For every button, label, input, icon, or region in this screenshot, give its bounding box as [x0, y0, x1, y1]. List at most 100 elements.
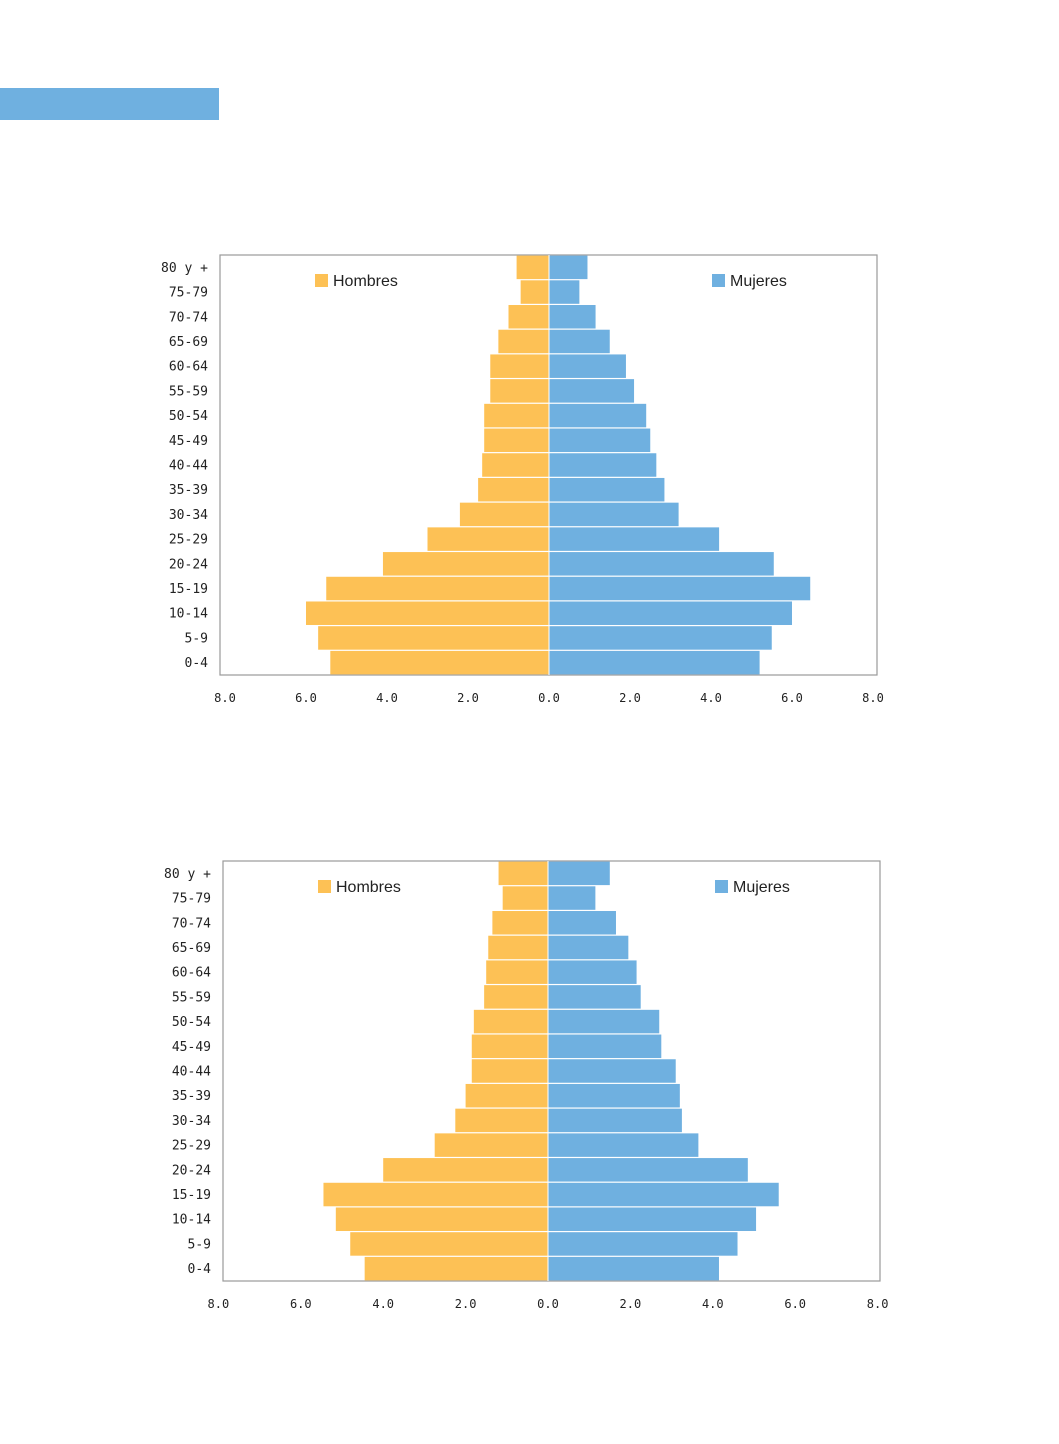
bar-mujeres-15-19: [548, 1182, 779, 1207]
age-group-label: 60-64: [172, 966, 211, 981]
bar-hombres-40-44: [482, 453, 549, 477]
bar-mujeres-20-24: [549, 552, 774, 576]
x-tick-label: 0.0: [538, 691, 560, 705]
bar-hombres-45-49: [484, 428, 549, 453]
bar-mujeres-10-14: [549, 601, 792, 625]
age-group-label: 25-29: [169, 533, 208, 548]
bar-mujeres-0-4: [549, 650, 760, 675]
bar-hombres-65-69: [498, 329, 549, 354]
legend-label-mujeres: Mujeres: [733, 879, 790, 896]
bar-mujeres-35-39: [548, 1083, 680, 1108]
age-group-label: 20-24: [169, 557, 208, 572]
x-tick-label: 4.0: [372, 1297, 394, 1311]
bar-hombres-60-64: [490, 354, 549, 378]
age-group-label: 20-24: [172, 1163, 211, 1178]
age-group-label: 70-74: [172, 916, 211, 931]
bar-hombres-0-4: [330, 650, 549, 675]
bar-mujeres-0-4: [548, 1256, 719, 1281]
x-tick-label: 8.0: [214, 691, 236, 705]
bar-hombres-70-74: [492, 911, 548, 935]
bar-hombres-15-19: [326, 576, 549, 601]
bar-hombres-65-69: [488, 935, 548, 960]
bar-hombres-10-14: [335, 1207, 548, 1231]
x-tick-label: 2.0: [457, 691, 479, 705]
age-group-label: 65-69: [172, 941, 211, 956]
x-tick-label: 2.0: [619, 691, 641, 705]
bar-hombres-20-24: [382, 552, 549, 576]
bar-hombres-20-24: [383, 1158, 548, 1182]
legend-swatch-hombres: [315, 274, 328, 287]
bar-mujeres-25-29: [548, 1133, 699, 1157]
bar-hombres-30-34: [459, 502, 549, 527]
bar-mujeres-30-34: [549, 502, 679, 527]
bar-mujeres-70-74: [548, 911, 616, 935]
bar-hombres-55-59: [484, 985, 548, 1009]
x-tick-label: 4.0: [376, 691, 398, 705]
age-group-label: 10-14: [172, 1213, 211, 1228]
bar-hombres-25-29: [427, 527, 549, 551]
age-group-label: 15-19: [172, 1188, 211, 1203]
bar-mujeres-80y+: [549, 255, 588, 280]
bar-mujeres-15-19: [549, 576, 811, 601]
age-group-label: 30-34: [172, 1114, 211, 1129]
bar-hombres-5-9: [318, 626, 549, 650]
age-group-label: 35-39: [172, 1089, 211, 1104]
bar-mujeres-60-64: [548, 960, 637, 984]
bar-mujeres-70-74: [549, 305, 596, 329]
legend-label-mujeres: Mujeres: [730, 273, 787, 290]
bar-mujeres-40-44: [549, 453, 657, 477]
bar-hombres-50-54: [473, 1009, 548, 1034]
x-tick-label: 2.0: [455, 1297, 477, 1311]
bar-hombres-35-39: [478, 477, 549, 502]
x-tick-label: 2.0: [620, 1297, 642, 1311]
bar-hombres-70-74: [508, 305, 549, 329]
age-group-label: 50-54: [172, 1015, 211, 1030]
x-tick-label: 8.0: [867, 1297, 889, 1311]
bar-mujeres-80y+: [548, 861, 610, 886]
age-group-label: 45-49: [169, 434, 208, 449]
x-tick-label: 6.0: [784, 1297, 806, 1311]
x-tick-label: 6.0: [781, 691, 803, 705]
age-group-label: 25-29: [172, 1139, 211, 1154]
bar-mujeres-5-9: [548, 1232, 738, 1256]
age-group-label: 70-74: [169, 310, 208, 325]
bar-mujeres-35-39: [549, 477, 665, 502]
bar-hombres-25-29: [434, 1133, 548, 1157]
bar-hombres-50-54: [484, 403, 549, 428]
bar-hombres-60-64: [486, 960, 548, 984]
bar-mujeres-75-79: [548, 886, 596, 910]
population-pyramid-chart-2: 0-4 5-9 10-14 15-19 20-24 25-29 30-34 35-39 40-4…: [164, 860, 889, 1311]
header-bar: [0, 88, 219, 120]
bar-mujeres-30-34: [548, 1108, 682, 1133]
x-tick-label: 4.0: [700, 691, 722, 705]
bar-mujeres-50-54: [548, 1009, 660, 1034]
bar-mujeres-10-14: [548, 1207, 757, 1231]
bar-hombres-15-19: [323, 1182, 548, 1207]
bar-mujeres-45-49: [548, 1034, 662, 1059]
age-group-label: 65-69: [169, 335, 208, 350]
age-group-label: 75-79: [169, 286, 208, 301]
age-group-label: 0-4: [185, 656, 209, 671]
age-group-label: 5-9: [185, 631, 208, 646]
legend-label-hombres: Hombres: [333, 273, 398, 290]
age-group-label: 80 y +: [161, 261, 208, 276]
legend-label-hombres: Hombres: [336, 879, 401, 896]
x-tick-label: 0.0: [537, 1297, 559, 1311]
bar-hombres-75-79: [520, 280, 549, 304]
bar-mujeres-55-59: [549, 379, 635, 403]
bar-hombres-5-9: [350, 1232, 548, 1256]
bar-hombres-80y+: [516, 255, 549, 280]
age-group-label: 35-39: [169, 483, 208, 498]
bar-hombres-45-49: [471, 1034, 548, 1059]
age-group-label: 40-44: [169, 459, 208, 474]
age-group-label: 0-4: [188, 1262, 212, 1277]
bar-hombres-40-44: [471, 1059, 548, 1083]
age-group-label: 45-49: [172, 1040, 211, 1055]
x-tick-label: 4.0: [702, 1297, 724, 1311]
bar-mujeres-45-49: [549, 428, 651, 453]
bar-mujeres-20-24: [548, 1158, 748, 1182]
bar-mujeres-75-79: [549, 280, 580, 304]
age-group-label: 75-79: [172, 892, 211, 907]
age-group-label: 80 y +: [164, 867, 211, 882]
age-group-label: 40-44: [172, 1065, 211, 1080]
